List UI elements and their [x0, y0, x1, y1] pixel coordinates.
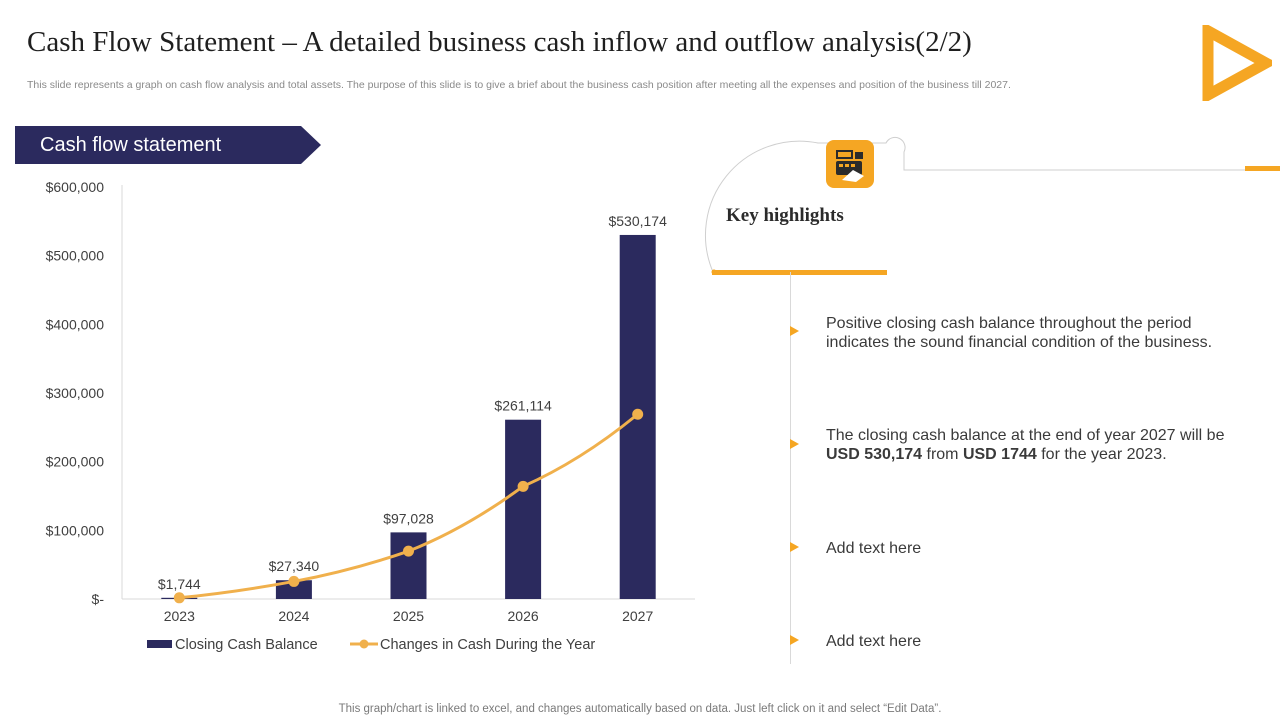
data-label-2024: $27,340 [269, 558, 320, 574]
bar-closing-cash-2025 [390, 532, 427, 599]
y-tick-label: $- [92, 591, 105, 607]
cash-register-icon [836, 150, 864, 182]
bullet-arrow-icon [790, 635, 799, 645]
point-changes-in-cash-2024 [288, 575, 300, 587]
data-label-2027: $530,174 [608, 213, 667, 229]
highlight-item-2: The closing cash balance at the end of y… [826, 426, 1246, 464]
page-title: Cash Flow Statement – A detailed busines… [27, 26, 972, 58]
y-tick-label: $300,000 [46, 385, 105, 401]
highlight-item-4: Add text here [826, 633, 922, 650]
y-tick-label: $600,000 [46, 179, 105, 195]
highlight-item-3: Add text here [826, 540, 922, 557]
page-subtitle: This slide represents a graph on cash fl… [27, 79, 1011, 91]
data-label-2023: $1,744 [158, 576, 201, 592]
highlight-item-1: Positive closing cash balance throughout… [826, 315, 1213, 351]
highlights-frame [704, 136, 1280, 275]
footer-note: This graph/chart is linked to excel, and… [338, 703, 942, 715]
legend-swatch-closing-cash [147, 640, 172, 648]
legend-label-closing-cash: Closing Cash Balance [175, 637, 318, 653]
y-tick-label: $400,000 [46, 316, 105, 332]
highlights-badge [826, 140, 874, 188]
x-tick-label: 2023 [164, 608, 195, 624]
highlight-item-2-suffix: for the year 2023. [1036, 446, 1167, 463]
highlights-divider [790, 272, 791, 664]
y-tick-label: $500,000 [46, 248, 105, 264]
point-changes-in-cash-2025 [403, 545, 414, 557]
data-label-2025: $97,028 [383, 510, 434, 526]
bullet-arrow-icon [790, 439, 799, 449]
point-changes-in-cash-2023 [173, 592, 185, 604]
highlight-item-2-amount-2023: USD 1744 [962, 446, 1037, 463]
data-label-2026: $261,114 [494, 398, 552, 414]
legend-swatch-changes-marker [359, 639, 369, 649]
point-changes-in-cash-2027 [632, 408, 644, 420]
highlights-title: Key highlights [726, 205, 844, 226]
highlight-item-2-text: The closing cash balance at the end of y… [826, 427, 1225, 444]
y-tick-label: $100,000 [46, 522, 105, 538]
highlight-item-2-amount-2027: USD 530,174 [826, 446, 923, 463]
x-tick-label: 2025 [393, 608, 424, 624]
x-tick-label: 2026 [508, 608, 539, 624]
cash-flow-chart: $- $100,000 $200,000 $300,000 $400,000 $500,0… [46, 179, 695, 653]
highlight-item-2-connector: from [922, 446, 963, 463]
y-tick-label: $200,000 [46, 454, 105, 470]
x-tick-label: 2024 [278, 608, 309, 624]
bar-closing-cash-2024 [275, 580, 312, 599]
x-tick-label: 2027 [622, 608, 653, 624]
point-changes-in-cash-2026 [517, 480, 529, 492]
play-logo-icon [1202, 25, 1272, 101]
section-banner [15, 126, 321, 164]
bullet-arrow-icon [790, 542, 799, 552]
bullet-arrow-icon [790, 326, 799, 336]
section-banner-label: Cash flow statement [40, 134, 222, 156]
bar-closing-cash-2026 [505, 419, 542, 599]
legend-label-changes-in-cash: Changes in Cash During the Year [380, 637, 595, 653]
